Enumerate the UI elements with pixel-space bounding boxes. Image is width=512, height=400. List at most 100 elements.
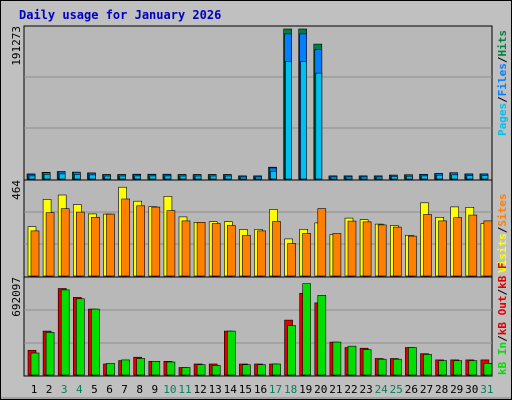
bar-kb-in-day-28 <box>438 360 447 376</box>
bar-kb-in-day-15 <box>242 364 251 376</box>
bar-pages-day-22 <box>345 176 353 180</box>
day-label-14: 14 <box>224 383 238 396</box>
legend-text-top: Pages/Files/Hits <box>496 30 509 136</box>
bar-pages-day-4 <box>74 174 81 180</box>
day-label-31: 31 <box>480 383 493 396</box>
bar-sites-day-21 <box>332 233 342 277</box>
legend-kb-out: kB Out <box>496 296 509 336</box>
day-label-2: 2 <box>46 383 53 396</box>
legend-separator: / <box>496 96 509 103</box>
bar-pages-day-5 <box>89 174 96 180</box>
bar-kb-in-day-1 <box>30 352 40 376</box>
legend-text-middle: Visits/Sites <box>496 194 509 274</box>
legend-separator: / <box>496 56 509 63</box>
day-label-17: 17 <box>269 383 282 396</box>
bar-pages-day-10 <box>164 175 172 180</box>
bar-kb-in-day-5 <box>91 308 100 376</box>
legend-pages: Pages <box>496 103 509 136</box>
legend-text-bottom: kB In/kB Out/kB F <box>496 262 509 375</box>
day-label-26: 26 <box>405 383 418 396</box>
bar-pages-day-26 <box>406 175 413 180</box>
bar-sites-day-6 <box>106 213 115 277</box>
legend-kb-f: kB F <box>496 262 509 289</box>
grid-bottom <box>24 309 492 344</box>
bar-sites-day-30 <box>468 214 478 277</box>
day-label-27: 27 <box>420 383 433 396</box>
bar-kb-in-day-6 <box>106 362 115 376</box>
day-label-5: 5 <box>91 383 98 396</box>
legend-hits: Hits <box>496 30 509 57</box>
day-label-19: 19 <box>299 383 312 396</box>
bar-sites-day-28 <box>438 220 447 277</box>
bars-bottom <box>27 283 493 376</box>
bar-sites-day-19 <box>302 233 312 277</box>
day-label-29: 29 <box>450 383 463 396</box>
bar-pages-day-23 <box>360 176 368 180</box>
legend-sites: Sites <box>496 194 509 227</box>
bar-kb-in-day-9 <box>151 360 161 376</box>
day-label-23: 23 <box>359 383 372 396</box>
bar-sites-day-3 <box>60 208 70 277</box>
day-label-9: 9 <box>151 383 158 396</box>
bar-pages-day-27 <box>421 175 428 180</box>
bar-kb-in-day-8 <box>136 358 145 376</box>
legend-separator: / <box>496 335 509 342</box>
bar-sites-day-22 <box>347 220 357 277</box>
bar-sites-day-31 <box>483 220 493 277</box>
hits-files-pages-panel: 191273 <box>10 25 493 181</box>
bar-pages-day-15 <box>240 176 247 180</box>
bar-kb-in-day-16 <box>257 364 266 376</box>
day-label-15: 15 <box>239 383 252 396</box>
bar-pages-day-18 <box>285 61 292 180</box>
bar-pages-day-29 <box>451 174 459 180</box>
bar-sites-day-16 <box>257 230 266 277</box>
bar-kb-in-day-14 <box>227 330 236 376</box>
bar-pages-day-6 <box>104 175 111 180</box>
legend-visits: Visits <box>496 233 509 273</box>
bar-sites-day-10 <box>166 210 176 277</box>
panel-top <box>23 25 493 181</box>
day-label-6: 6 <box>106 383 113 396</box>
bar-pages-day-12 <box>194 175 202 180</box>
bar-kb-in-day-11 <box>181 367 191 376</box>
bar-kb-in-day-31 <box>483 362 493 376</box>
y-axis-label-middle: 464 <box>10 180 23 200</box>
bar-sites-day-18 <box>287 243 296 277</box>
bar-sites-day-2 <box>45 212 55 277</box>
legend-middle: Visits/Sites <box>496 194 509 274</box>
bar-pages-day-24 <box>375 176 383 180</box>
bar-sites-day-1 <box>30 230 40 277</box>
day-label-16: 16 <box>254 383 267 396</box>
day-label-8: 8 <box>136 383 143 396</box>
bar-kb-in-day-27 <box>423 354 432 376</box>
bar-kb-in-day-20 <box>317 295 327 376</box>
bar-sites-day-20 <box>317 208 327 277</box>
bar-kb-in-day-25 <box>392 358 402 376</box>
day-label-28: 28 <box>435 383 448 396</box>
legend-separator: / <box>496 226 509 233</box>
day-label-10: 10 <box>163 383 176 396</box>
bar-pages-day-2 <box>43 174 51 180</box>
bar-sites-day-29 <box>453 217 463 277</box>
bar-kb-in-day-24 <box>377 358 387 376</box>
legend-top: Pages/Files/Hits <box>496 30 509 136</box>
bar-pages-day-19 <box>300 61 308 180</box>
legend-kb-in: kB In <box>496 342 509 375</box>
bar-kb-in-day-2 <box>45 332 55 376</box>
bar-kb-in-day-17 <box>272 363 281 376</box>
bar-pages-day-17 <box>270 170 277 180</box>
bar-sites-day-14 <box>227 225 236 277</box>
bar-sites-day-9 <box>151 206 161 277</box>
legend-separator: / <box>496 289 509 296</box>
bar-sites-day-27 <box>423 214 432 277</box>
bar-pages-day-28 <box>436 174 443 180</box>
bar-sites-day-12 <box>196 222 206 277</box>
day-label-30: 30 <box>465 383 478 396</box>
bar-sites-day-11 <box>181 220 191 277</box>
bar-kb-in-day-26 <box>408 347 417 376</box>
bars-top <box>26 28 489 180</box>
day-label-4: 4 <box>76 383 83 396</box>
day-axis-labels: 1 2 3 4 5 6 7 8 9 10 11 12 13 14 15 16 17 18 19 20 21 22 23 24 2… <box>31 383 494 396</box>
y-axis-label-top: 191273 <box>10 26 23 66</box>
bar-sites-day-26 <box>408 235 417 277</box>
